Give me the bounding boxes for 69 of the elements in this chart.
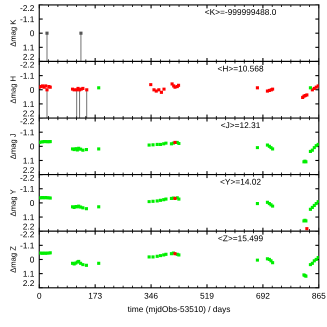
y-tick-label: 0 [30,86,34,93]
annotation: <H>=10.568 [218,66,264,72]
y-tick-label: 1.1 [23,270,34,277]
y-tick-label: 0 [30,30,34,36]
point [305,227,308,230]
y-tick-label: 2.2 [23,280,34,286]
annotation: <Z>=15.499 [218,235,263,242]
y-tick-label: 0 [30,144,34,150]
point [97,205,100,208]
y-tick-label: -1.1 [20,16,34,22]
x-tick-label: 0 [37,292,42,299]
x-axis-title: time (mjdObs-53510) / days [128,306,230,314]
x-tick-label: 692 [256,292,270,299]
point [149,83,152,86]
point [158,142,162,146]
point [97,262,100,265]
point [164,142,168,145]
annotation: <K>=-999999488.0 [205,9,276,15]
point [45,88,49,92]
y-tick-label: -2.2 [20,5,34,11]
y-tick-label: -2.2 [20,118,34,124]
y-tick-label: -2.2 [20,174,34,181]
y-tick-label: 2.2 [23,224,34,230]
x-tick-label: 865 [312,292,326,299]
x-tick-label: 173 [88,292,102,299]
y-tick-label: 0 [30,200,34,206]
point [84,264,88,267]
point [151,200,155,203]
y-tick-label: 0 [30,256,34,263]
point [97,86,100,90]
point [156,199,159,203]
point [156,142,159,146]
y-tick-label: 1.1 [23,101,34,107]
point [162,88,166,91]
point [85,88,88,92]
point [157,88,160,92]
point [158,254,162,258]
point [97,147,100,150]
y-tick-label: 2.2 [23,110,34,116]
y-tick-label: -1.1 [20,242,34,248]
point [148,200,151,204]
point [256,146,259,150]
y-tick-label: 2.2 [23,54,34,60]
y-tick-label: 1.1 [23,158,34,164]
x-tick-label: 519 [200,292,214,299]
y-tick-label: -1.1 [20,186,34,192]
point [154,89,158,93]
point [256,258,259,262]
point [256,202,259,206]
x-tick-label: 346 [144,292,158,299]
point [158,198,162,202]
point [148,255,151,258]
y-tick-label: 2.2 [23,167,34,173]
point [160,90,163,94]
annotation: <Y>=14.02 [220,178,261,185]
y-tick-label: 1.1 [23,214,34,220]
point [84,207,88,210]
y-tick-label: -2.2 [20,62,34,68]
y-tick-label: -1.1 [20,72,34,79]
point [151,143,155,146]
y-tick-label: -1.1 [20,129,34,136]
y-tick-label: -2.2 [20,231,34,238]
point [148,143,151,147]
point [84,148,88,152]
point [151,255,155,258]
y-tick-label: 1.1 [23,44,34,50]
point [156,254,159,258]
annotation: <J>=12.31 [221,122,260,128]
point [256,86,259,90]
